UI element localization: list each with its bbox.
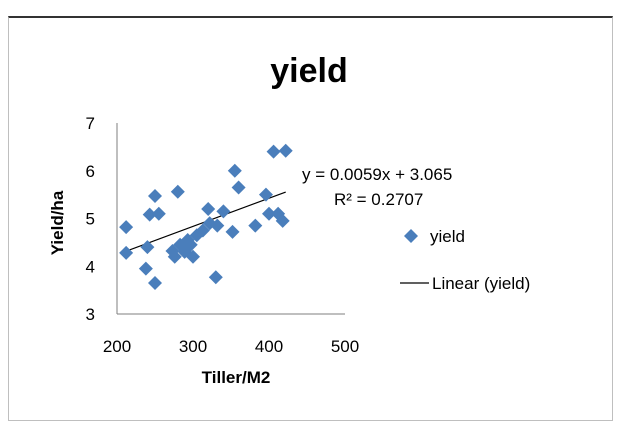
scatter-point (195, 223, 210, 238)
scatter-point (266, 144, 281, 159)
scatter-point (227, 163, 242, 178)
x-tick-label: 300 (179, 337, 207, 356)
scatter-point (225, 224, 240, 239)
x-axis-title: Tiller/M2 (202, 368, 271, 387)
y-tick-label: 4 (86, 257, 95, 276)
scatter-points (119, 143, 293, 290)
scatter-point (170, 184, 185, 199)
scatter-point (248, 218, 263, 233)
scatter-point (151, 206, 166, 221)
y-tick-label: 6 (86, 162, 95, 181)
chart-title: yield (270, 52, 347, 90)
scatter-point (201, 201, 216, 216)
legend: yield Linear (yield) (400, 227, 530, 293)
scatter-point (186, 249, 200, 264)
legend-marker-yield (404, 229, 418, 243)
scatter-point (208, 270, 223, 285)
scatter-point (148, 275, 162, 290)
y-tick-label: 5 (86, 210, 95, 229)
scatter-point (258, 187, 273, 202)
scatter-point (278, 143, 293, 158)
scatter-point (142, 207, 157, 222)
scatter-point (119, 220, 134, 235)
plot-axes (116, 123, 345, 315)
scatter-point (138, 261, 153, 276)
y-tick-label: 7 (86, 114, 95, 133)
scatter-point (119, 245, 134, 260)
legend-label-yield: yield (430, 227, 465, 246)
x-tick-label: 200 (103, 337, 131, 356)
y-tick-label: 3 (86, 305, 95, 324)
chart-svg: yield 200 300 400 500 3 4 5 6 7 Tiller/M2 Yield… (48, 52, 530, 387)
scatter-point (275, 213, 290, 228)
x-tick-label: 500 (331, 337, 359, 356)
chart-frame: yield 200 300 400 500 3 4 5 6 7 Tiller/M2 Yield… (8, 16, 613, 421)
scatter-point (167, 249, 182, 264)
trendline-equation: y = 0.0059x + 3.065 (302, 165, 452, 184)
x-tick-label: 400 (255, 337, 283, 356)
y-tick-labels: 3 4 5 6 7 (86, 114, 95, 324)
scatter-point (140, 240, 155, 255)
y-axis-title: Yield/ha (48, 190, 67, 255)
scatter-point (148, 189, 162, 204)
scatter-point (216, 204, 231, 219)
r-squared-label: R² = 0.2707 (334, 190, 423, 209)
legend-label-linear: Linear (yield) (432, 274, 530, 293)
scatter-point (231, 180, 246, 195)
scatter-point (262, 206, 276, 221)
scatter-point (183, 237, 198, 252)
x-tick-labels: 200 300 400 500 (103, 337, 359, 356)
scatter-point (210, 218, 225, 233)
